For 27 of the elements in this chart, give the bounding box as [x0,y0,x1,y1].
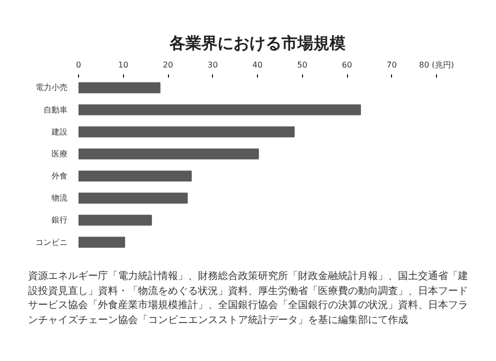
y-tick-label: 外食 [52,172,68,181]
bar [78,126,295,138]
y-tick-label: 医療 [52,149,68,158]
bar [78,214,152,226]
text: 資源エネルギー庁「電力統計情報」、財務総合政策研究所「財政金融統計月報」、国土交通省「建設投資見直し」資料・「物流をめぐる状況」資料、厚生労働省「医療費の動向調査」、日本フードサービス協会「外食産業市場規模推計」、全国銀行協会「全国銀行の決算の状況」資料、日本フランチャイズチェーン協会「コンビニエンスストア統計データ」を基に編集部にて作成 [28,270,468,328]
y-tick-label: 建設 [50,127,68,136]
bar [78,148,259,160]
x-tick-label: 70 [386,60,397,70]
y-tick-label: 物流 [52,194,68,203]
bar [78,104,361,116]
x-tick-label: 50 [297,60,308,70]
y-tick-label: 自動車 [44,105,68,114]
x-tick-label: 20 [162,60,174,70]
y-tick-label: 電力小売 [36,83,68,92]
chart-title: 各業界における市場規模 [168,34,346,52]
bar [78,236,126,248]
y-tick-label: コンビニ [36,238,68,247]
x-tick-label: 30 [208,60,218,70]
x-tick-label: 0 [76,60,82,70]
bar [78,170,192,182]
bar [78,82,160,94]
x-tick-label: 80 (兆円) [419,60,454,70]
x-tick-label: 60 [342,60,352,70]
x-tick-label: 10 [118,60,128,70]
bar [78,192,188,204]
y-tick-label: 銀行 [52,216,68,225]
x-tick-label: 40 [252,60,263,70]
